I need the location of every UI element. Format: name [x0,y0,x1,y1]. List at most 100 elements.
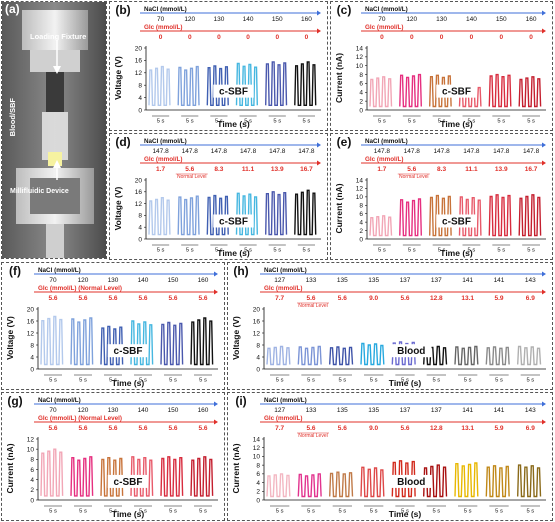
nacl-value-0: 147.8 [152,148,169,155]
glc-value-1: 5.6 [78,425,87,432]
chart-panel-d: (d) NaCl (mmol/L) Glc (mmol/L) 147.8 1.7 147.… [109,133,328,260]
signal-segment-4 [265,61,288,106]
x-axis-label: Time (s) [440,119,473,129]
glc-value-0: 7.7 [275,295,284,302]
chart-panel-f: (f) NaCl (mmol/L) Glc (mmol/L) (Normal Lev… [1,262,225,390]
glc-arrow-head [542,419,546,425]
scale-bar-label-3: 5 s [244,119,252,125]
sample-tag-box [107,344,149,358]
signal-trace-8 [517,464,542,498]
glc-title: Glc (mmol/L) [264,415,302,422]
scale-bar-label-2: 5 s [338,378,346,384]
nacl-value-1: 147.8 [182,148,199,155]
signal-segment-1 [70,317,94,366]
chart-b-svg: (b) NaCl (mmol/L)Glc (mmol/L)700120013001… [113,3,321,129]
sample-tag-box [391,474,432,488]
glc-arrow-head [317,160,321,166]
glc-value-2: 5.6 [338,295,347,302]
glc-title: Glc (mmol/L) [365,24,403,31]
signal-trace-2 [329,346,354,366]
scale-bar-label-4: 5 s [169,509,177,515]
scale-bar-label-2: 5 s [438,248,446,254]
scale-bar-label-4: 5 s [169,378,177,384]
glc-value-1: 0 [410,34,414,41]
glc-value-1: 5.6 [306,295,315,302]
y-tick-label: 10 [27,446,35,453]
y-axis-label: Current (nA) [334,53,344,103]
nacl-value-4: 150 [272,16,283,23]
signal-trace-0 [148,197,171,236]
y-tick-label: 20 [135,177,143,184]
y-axis-label: Voltage (V) [231,316,241,360]
nacl-value-0: 70 [49,407,57,414]
glc-value-8: 6.9 [526,295,535,302]
nacl-value-5: 160 [198,277,209,284]
scale-bar-label-6: 5 s [464,378,472,384]
scale-bar-label-4: 5 s [273,119,281,125]
chart-c-svg: (c) NaCl (mmol/L)Glc (mmol/L)700120013001… [334,3,546,129]
nacl-value-2: 130 [213,16,224,23]
y-axis-label: Voltage (V) [5,316,15,360]
x-axis-label: Time (s) [112,509,145,519]
signal-trace-6 [454,462,479,498]
photo-panel-a: (a) Loading Fixture Blood/SBF Millifluid… [1,1,107,259]
signal-trace-5 [294,189,317,236]
signal-segment-4 [160,456,184,497]
x-axis-label: Time (s) [440,248,473,258]
scale-bar-label-3: 5 s [370,509,378,515]
sample-tag-box [436,214,477,228]
y-tick-label: 12 [253,445,261,452]
signal-trace-4 [160,321,184,366]
signal-trace-3 [360,342,385,366]
sample-tag-box [213,214,254,228]
scale-bar-label-3: 5 s [468,248,476,254]
panel-label-h: (h) [233,264,248,278]
nacl-value-1: 133 [306,407,317,414]
signal-segment-6 [454,345,479,366]
signal-trace-3 [360,466,385,498]
nacl-value-6: 141 [462,407,473,414]
y-tick-label: 12 [356,186,364,193]
signal-segment-0 [369,76,393,108]
y-axis-label: Current (nA) [334,183,344,233]
glc-value-5: 0 [305,34,309,41]
glc-value-1: 0 [188,34,192,41]
signal-trace-0 [369,76,393,108]
y-tick-label: 0 [30,366,34,373]
y-tick-label: 16 [253,318,261,325]
signal-segment-5 [190,317,214,366]
signal-segment-0 [369,215,393,237]
nacl-value-4: 150 [168,407,179,414]
signal-trace-1 [399,198,422,237]
y-tick-label: 4 [359,90,363,97]
x-axis-label: Time (s) [112,378,145,388]
y-tick-label: 12 [27,436,35,443]
scale-bar-label-1: 5 s [307,509,315,515]
y-tick-label: 6 [256,471,260,478]
y-tick-label: 0 [256,497,260,504]
device-photo [2,2,106,258]
nacl-value-0: 147.8 [374,148,391,155]
y-tick-label: 4 [359,219,363,226]
scale-bar-label-4: 5 s [401,509,409,515]
y-tick-label: 20 [135,45,143,52]
sample-tag-box [391,344,432,358]
chart-f-svg: (f) NaCl (mmol/L) Glc (mmol/L) (Normal Lev… [5,264,218,388]
glc-title: Glc (mmol/L) (Normal Level) [38,415,122,422]
scale-bar-label-3: 5 s [244,248,252,254]
sample-tag-box [213,84,254,98]
nacl-value-5: 137 [431,407,442,414]
scale-bar-label-8: 5 s [526,378,534,384]
signal-segment-3 [360,342,385,366]
glc-value-3: 11.1 [242,166,255,173]
scale-bar-label-3: 5 s [139,378,147,384]
nacl-value-3: 147.8 [240,148,257,155]
panel-label-f: (f) [9,264,21,278]
scale-bar-label-5: 5 s [432,378,440,384]
glc-value-5: 5.6 [198,425,207,432]
sample-tag: c-SBF [114,477,143,488]
signal-segment-4 [488,73,512,108]
nacl-value-3: 140 [466,16,477,23]
nacl-title: NaCl (mmol/L) [38,397,81,404]
scale-bar-label-4: 5 s [497,248,505,254]
